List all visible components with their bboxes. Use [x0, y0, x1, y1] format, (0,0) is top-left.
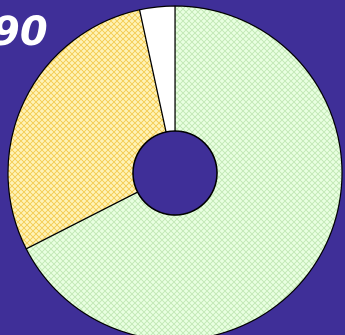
chart-title: 90 — [0, 9, 48, 55]
pie-slices — [7, 5, 343, 335]
donut-hole — [132, 130, 218, 216]
